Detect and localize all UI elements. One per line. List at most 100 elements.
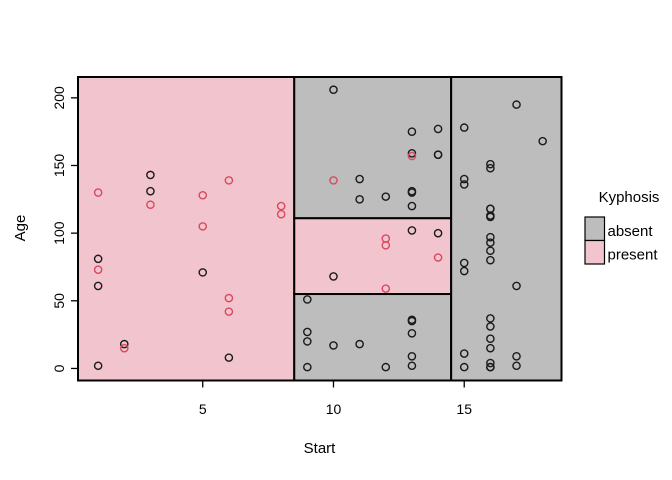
partition-regions <box>77 76 563 382</box>
point-present <box>93 188 103 197</box>
point-absent <box>486 232 495 242</box>
point-absent <box>459 123 469 132</box>
point-present <box>198 190 208 200</box>
region-present <box>77 76 296 382</box>
region-present <box>293 217 453 296</box>
point-absent <box>486 334 495 343</box>
point-absent <box>486 362 495 372</box>
point-absent <box>459 258 469 268</box>
legend: Kyphosis absent present <box>584 189 660 265</box>
point-absent <box>459 362 469 372</box>
point-absent <box>407 186 417 196</box>
point-absent <box>486 358 495 368</box>
point-absent <box>407 149 417 158</box>
point-present <box>93 265 103 274</box>
point-present <box>146 200 155 210</box>
y-tick-label: 0 <box>51 364 67 372</box>
point-absent <box>486 163 495 173</box>
point-absent <box>512 351 521 361</box>
legend-label-absent: absent <box>608 223 654 240</box>
point-present <box>407 151 417 161</box>
point-absent <box>512 281 521 291</box>
x-axis: 5 10 15 <box>199 380 472 417</box>
plot-border <box>77 76 563 382</box>
point-absent <box>146 186 155 196</box>
point-absent <box>407 226 417 235</box>
point-absent <box>224 353 234 362</box>
point-absent <box>407 201 417 211</box>
point-absent <box>486 246 495 256</box>
y-axis: 0 50 100 150 200 <box>51 86 78 372</box>
y-tick-label: 200 <box>51 86 67 110</box>
point-absent <box>459 266 469 276</box>
region-absent <box>293 293 453 382</box>
point-absent <box>407 328 417 338</box>
point-absent <box>303 362 312 372</box>
point-absent <box>303 337 312 346</box>
point-absent <box>119 339 129 349</box>
point-absent <box>512 100 521 109</box>
point-absent <box>512 361 521 371</box>
point-present <box>224 293 234 303</box>
point-present <box>433 253 443 262</box>
point-absent <box>93 281 103 291</box>
point-absent <box>303 295 312 304</box>
point-present <box>329 176 338 185</box>
point-present <box>276 201 286 211</box>
point-absent <box>146 170 155 180</box>
point-absent <box>93 361 103 371</box>
point-absent <box>459 174 469 184</box>
point-absent <box>433 228 443 238</box>
point-absent <box>486 343 495 353</box>
point-absent <box>355 174 364 184</box>
point-present <box>381 241 391 250</box>
point-absent <box>433 150 443 159</box>
data-points <box>93 85 547 372</box>
point-absent <box>538 136 547 146</box>
point-absent <box>407 351 417 361</box>
point-absent <box>407 315 417 325</box>
point-absent <box>329 272 338 281</box>
point-absent <box>381 362 391 372</box>
point-absent <box>486 204 495 214</box>
legend-swatch-absent <box>584 216 606 242</box>
point-present <box>381 284 391 293</box>
point-absent <box>486 159 495 169</box>
point-present <box>224 176 234 185</box>
y-tick-label: 50 <box>51 293 67 309</box>
region-absent <box>293 76 453 220</box>
point-absent <box>407 361 417 371</box>
point-absent <box>486 322 495 331</box>
region-absent <box>450 76 563 382</box>
point-absent <box>433 124 443 134</box>
point-present <box>224 307 234 316</box>
legend-title: Kyphosis <box>599 189 660 206</box>
point-absent <box>381 192 391 201</box>
point-absent <box>355 195 364 204</box>
point-absent <box>407 127 417 136</box>
point-absent <box>303 327 312 337</box>
point-absent <box>355 339 364 349</box>
x-tick-label: 15 <box>456 401 472 417</box>
point-absent <box>486 212 495 222</box>
point-present <box>198 222 208 231</box>
point-absent <box>486 238 495 247</box>
point-absent <box>93 254 103 264</box>
y-tick-label: 150 <box>51 154 67 178</box>
legend-label-present: present <box>608 247 659 264</box>
point-absent <box>329 341 338 350</box>
x-tick-label: 5 <box>199 401 207 417</box>
point-absent <box>459 180 469 189</box>
legend-swatch-present <box>584 239 606 265</box>
point-absent <box>198 268 208 277</box>
x-axis-title: Start <box>304 440 337 457</box>
point-absent <box>486 314 495 323</box>
x-tick-label: 10 <box>326 401 342 417</box>
point-present <box>276 209 286 219</box>
point-absent <box>486 255 495 265</box>
y-tick-label: 100 <box>51 221 67 245</box>
point-absent <box>329 85 338 95</box>
y-axis-title: Age <box>12 215 29 242</box>
